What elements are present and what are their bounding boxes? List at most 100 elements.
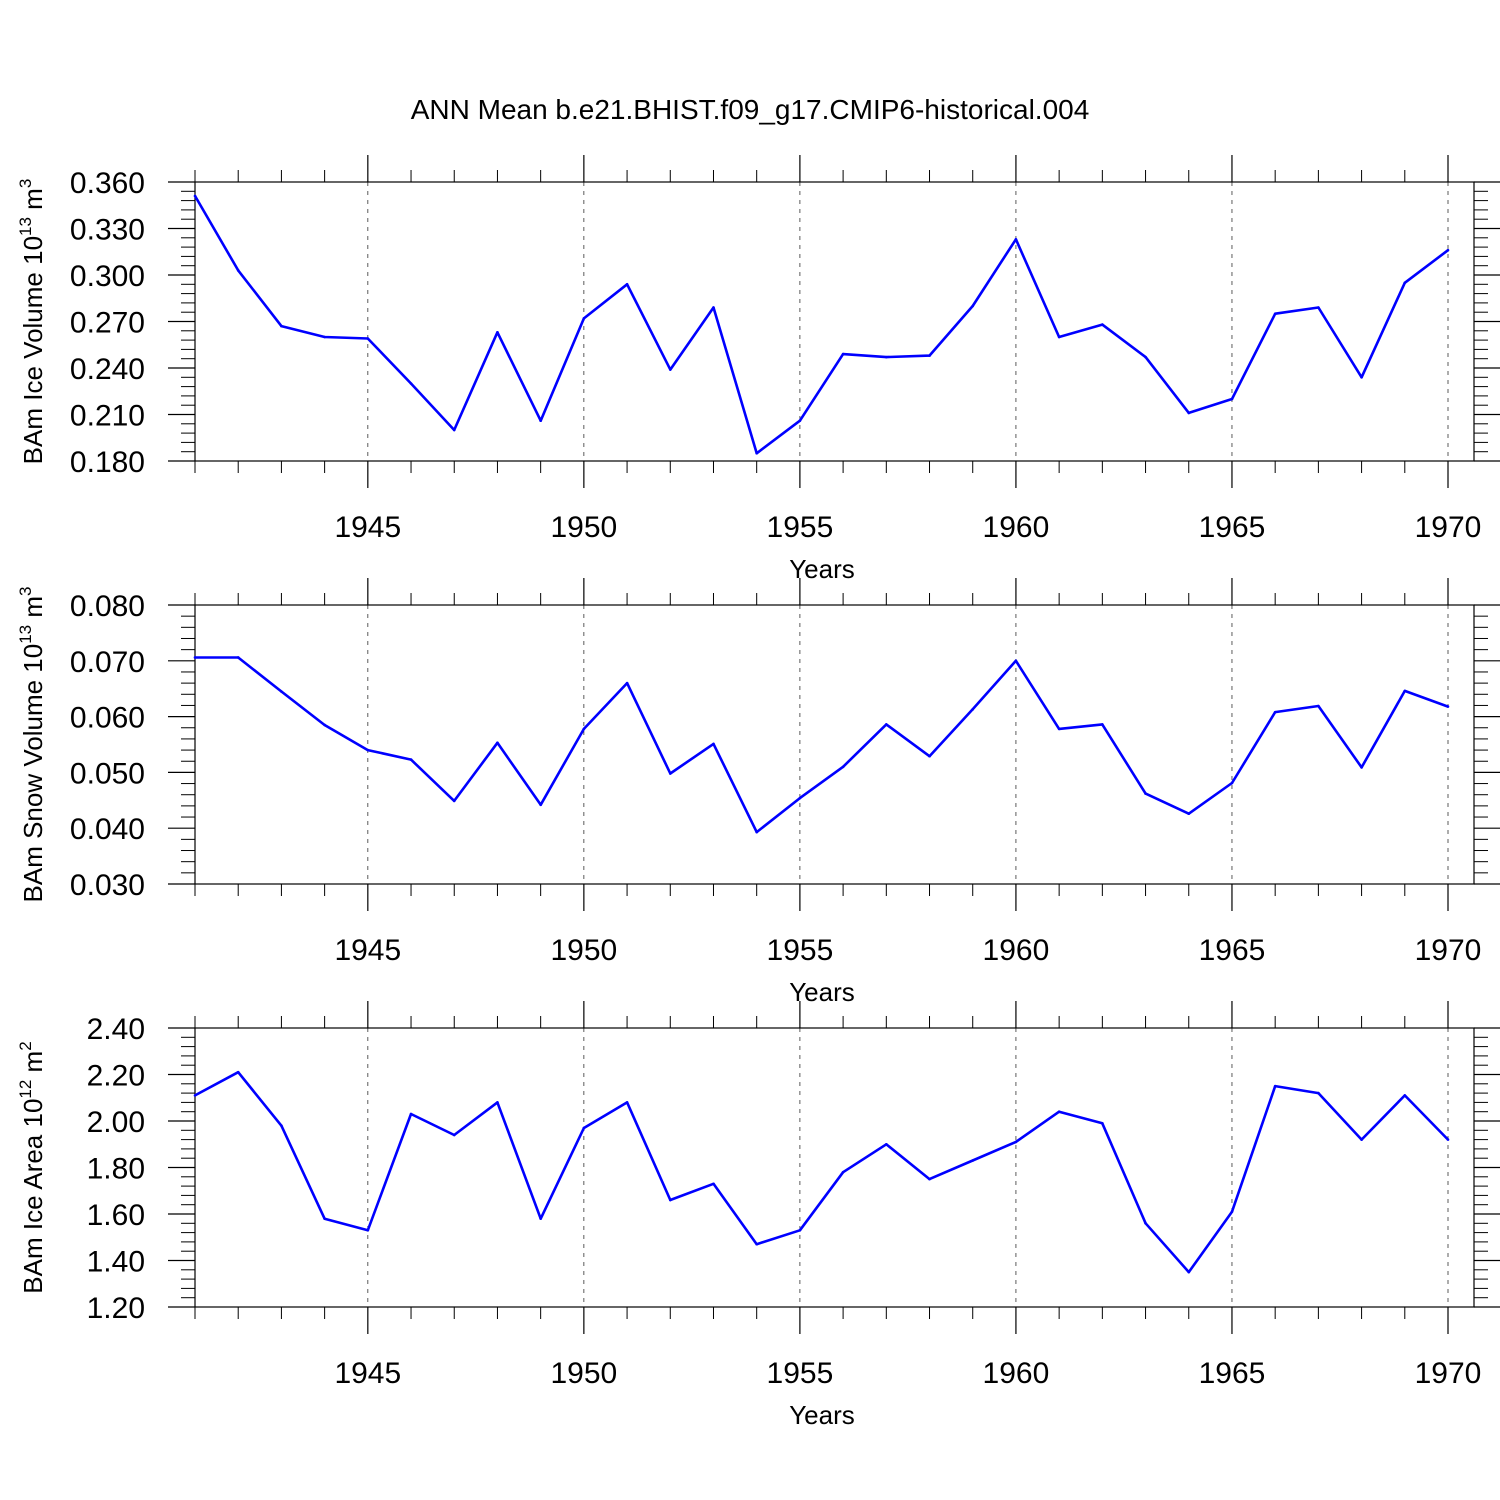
data-point	[280, 690, 283, 693]
data-point	[841, 352, 845, 356]
data-point	[193, 656, 197, 659]
data-point	[1360, 376, 1363, 379]
data-point	[1144, 355, 1147, 359]
data-point	[712, 1182, 715, 1186]
y-axis-title-exponent: 13	[16, 625, 35, 644]
y-tick-label: 0.270	[70, 307, 145, 340]
y-tick-label: 2.20	[87, 1060, 145, 1093]
x-tick-label: 1945	[334, 1357, 401, 1390]
data-point	[1230, 397, 1234, 401]
data-point	[236, 269, 240, 272]
y-axis-title-main: BAm Ice Volume 10	[18, 236, 48, 464]
y-axis-title-unit: m	[18, 188, 48, 217]
x-axis-title: Years	[789, 977, 855, 1007]
data-point	[323, 335, 326, 339]
data-point	[668, 368, 672, 371]
data-point	[798, 419, 802, 423]
y-tick-label: 0.180	[70, 446, 145, 479]
y-tick-label: 0.300	[70, 260, 145, 293]
data-point	[323, 1217, 326, 1220]
data-point	[1014, 1140, 1018, 1144]
data-point	[409, 758, 413, 761]
data-point	[798, 796, 802, 800]
x-tick-label: 1945	[334, 511, 401, 544]
series-line	[194, 1070, 1449, 1274]
data-point	[1057, 335, 1061, 339]
data-point	[236, 656, 240, 659]
data-point	[1101, 1122, 1104, 1125]
y-tick-label: 0.040	[70, 813, 145, 846]
data-point	[755, 1242, 758, 1246]
y-tick-label: 0.360	[70, 167, 145, 200]
data-point	[971, 304, 975, 308]
chart-panel-3: 1.20 1.40 1.60 1.80 2.00 2.20 2.40 1945 1950 1955…	[16, 1001, 1500, 1430]
x-tick-label: 1945	[334, 934, 401, 967]
data-point	[452, 1133, 456, 1137]
y-tick-label: 0.070	[70, 646, 145, 679]
data-point	[1057, 727, 1061, 731]
x-axis-title: Years	[789, 1400, 855, 1430]
data-point	[928, 354, 931, 357]
data-point	[971, 1159, 975, 1162]
data-point	[755, 451, 758, 455]
x-tick-label: 1965	[1199, 1357, 1266, 1390]
data-point	[668, 1198, 672, 1202]
data-point	[1230, 1210, 1234, 1213]
x-axis-title: Years	[789, 554, 855, 584]
x-tick-label: 1950	[550, 511, 617, 544]
y-tick-label: 1.60	[87, 1199, 145, 1232]
y-axis-title-unit: m	[18, 1051, 48, 1080]
y-axis-title: BAm Ice Volume 1013 m3	[16, 179, 48, 465]
plot-frame	[194, 1027, 1475, 1308]
data-point	[452, 428, 456, 432]
data-point	[193, 1094, 197, 1097]
x-tick-label: 1950	[550, 1357, 617, 1390]
data-point	[193, 194, 197, 198]
data-point	[1230, 781, 1234, 785]
data-point	[625, 681, 629, 685]
data-point	[841, 1170, 845, 1174]
data-point	[582, 1126, 586, 1130]
data-point	[712, 742, 715, 746]
data-point	[1360, 1138, 1363, 1141]
x-tick-label: 1970	[1415, 1357, 1482, 1390]
data-point	[452, 799, 456, 803]
y-axis-title-exponent: 12	[16, 1080, 35, 1099]
data-point	[1101, 723, 1104, 726]
data-point	[1360, 766, 1363, 769]
chart-panel-2: 0.030 0.040 0.050 0.060 0.070 0.080 1945 1950 19…	[16, 578, 1500, 1007]
data-point	[885, 1142, 888, 1146]
data-point	[496, 1101, 499, 1104]
data-point	[841, 765, 845, 769]
data-point	[1273, 312, 1277, 316]
y-tick-label: 1.40	[87, 1246, 145, 1279]
data-point	[236, 1070, 240, 1074]
data-point	[539, 419, 542, 423]
data-point	[625, 283, 629, 286]
data-point	[582, 317, 586, 320]
data-point	[1057, 1110, 1061, 1113]
y-axis-title-unit-exponent: 3	[16, 587, 35, 596]
data-point	[755, 830, 758, 834]
y-axis-title: BAm Ice Area 1012 m2	[16, 1041, 48, 1293]
y-tick-label: 2.40	[87, 1013, 145, 1046]
plot-frame	[194, 181, 1475, 462]
data-point	[1317, 306, 1320, 309]
data-point	[1144, 792, 1147, 795]
series-line	[195, 656, 1449, 834]
data-point	[1101, 323, 1104, 326]
y-tick-label: 0.210	[70, 400, 145, 433]
data-point	[280, 1124, 283, 1127]
data-point	[712, 306, 715, 309]
data-point	[1187, 1270, 1191, 1274]
data-point	[1014, 238, 1018, 241]
x-tick-label: 1960	[983, 934, 1050, 967]
data-point	[1446, 248, 1450, 252]
data-point	[1446, 1138, 1450, 1141]
data-point	[323, 723, 326, 727]
data-point	[366, 337, 370, 340]
page-title: ANN Mean b.e21.BHIST.f09_g17.CMIP6-histo…	[411, 94, 1090, 125]
y-tick-label: 0.330	[70, 214, 145, 247]
